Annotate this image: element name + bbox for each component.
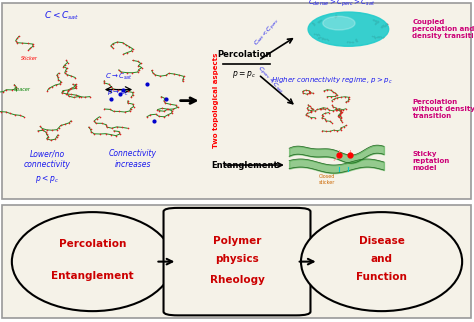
Text: Percolation: Percolation xyxy=(59,239,126,249)
Text: physics: physics xyxy=(215,254,259,264)
Text: $p < p_c$: $p < p_c$ xyxy=(36,173,59,185)
Text: $C \rightarrow C_{sat}$: $C \rightarrow C_{sat}$ xyxy=(104,71,133,82)
Ellipse shape xyxy=(12,212,173,311)
Text: Percolation: Percolation xyxy=(217,50,271,59)
Text: Sticker: Sticker xyxy=(21,56,38,62)
Text: Entanglement: Entanglement xyxy=(51,271,134,281)
Text: Spacer: Spacer xyxy=(14,87,31,91)
Ellipse shape xyxy=(301,212,462,311)
Circle shape xyxy=(323,16,355,30)
Text: Coupled
percolation and
density transition: Coupled percolation and density transiti… xyxy=(412,19,474,39)
Text: Percolation
without density
transition: Percolation without density transition xyxy=(412,99,474,119)
Text: Function: Function xyxy=(356,272,407,282)
Text: $C_{sat} < C_{perc}$: $C_{sat} < C_{perc}$ xyxy=(252,16,283,49)
Text: Closed
sticker: Closed sticker xyxy=(319,174,335,185)
Text: $p \rightarrow p_c$: $p \rightarrow p_c$ xyxy=(108,89,129,98)
Text: Lower/no
connectivity: Lower/no connectivity xyxy=(24,149,71,169)
Text: Higher connectivity regime, $p > p_c$: Higher connectivity regime, $p > p_c$ xyxy=(271,75,392,86)
FancyBboxPatch shape xyxy=(164,208,310,315)
Text: $C_{dense} > C_{perc} > C_{sat}$: $C_{dense} > C_{perc} > C_{sat}$ xyxy=(308,0,375,9)
Text: $C < C_{sat}$: $C < C_{sat}$ xyxy=(44,10,79,22)
Text: $p = p_c$: $p = p_c$ xyxy=(232,69,256,80)
Text: Entanglement: Entanglement xyxy=(211,161,277,169)
Text: Rheology: Rheology xyxy=(210,275,264,285)
Text: Two topological aspects: Two topological aspects xyxy=(213,53,219,148)
Text: Polymer: Polymer xyxy=(213,236,261,246)
Text: and: and xyxy=(371,254,392,264)
Circle shape xyxy=(308,12,389,46)
Text: Disease: Disease xyxy=(359,236,404,246)
Text: $C_{perc} < C_{sat}$: $C_{perc} < C_{sat}$ xyxy=(254,65,285,98)
Text: Sticky
reptation
model: Sticky reptation model xyxy=(412,151,450,171)
Text: Connectivity
increases: Connectivity increases xyxy=(109,149,157,169)
